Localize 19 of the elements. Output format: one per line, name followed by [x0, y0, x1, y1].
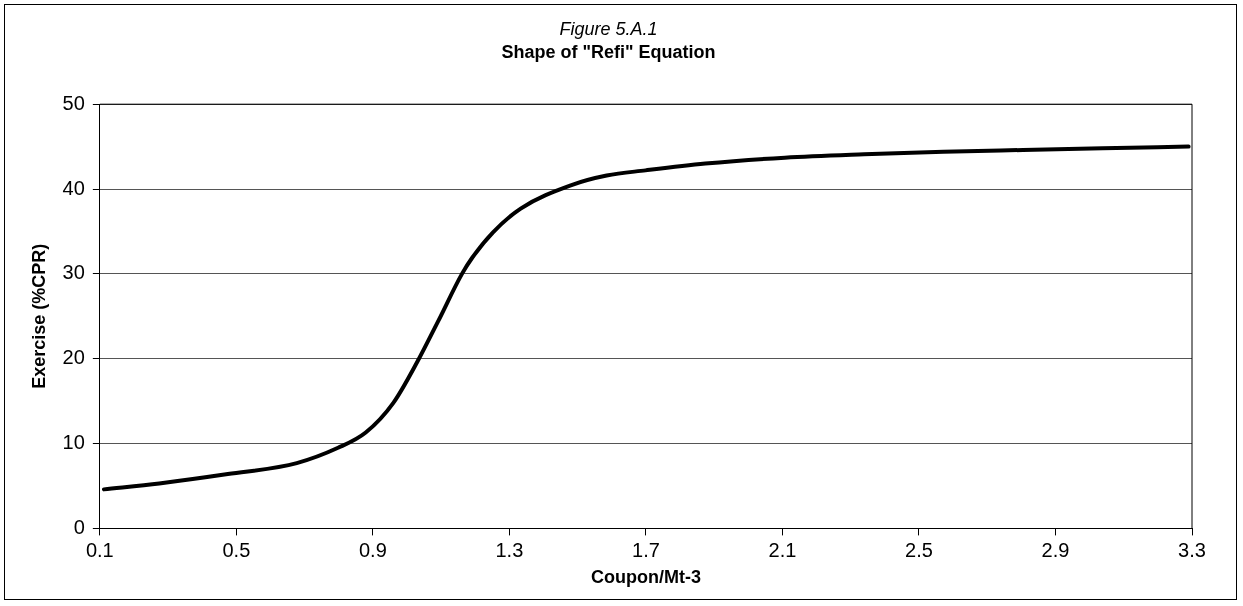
x-tick-label: 0.9: [358, 538, 387, 561]
x-tick-label: 1.3: [495, 538, 524, 561]
chart-title: Figure 5.A.1: [559, 18, 658, 39]
x-tick-label: 1.7: [632, 538, 660, 561]
x-axis-title: Coupon/Mt-3: [590, 567, 701, 588]
y-tick-label: 20: [62, 346, 85, 369]
y-tick-label: 30: [62, 261, 85, 284]
x-tick-label: 0.5: [222, 538, 251, 561]
x-tick-label: 2.1: [768, 538, 797, 561]
y-tick-label: 0: [73, 515, 85, 538]
y-tick-label: 40: [62, 176, 85, 199]
chart-subtitle: Shape of "Refi" Equation: [501, 42, 716, 63]
x-tick-label: 0.1: [85, 538, 114, 561]
y-tick-label: 50: [62, 91, 85, 114]
x-tick-label: 2.5: [905, 538, 933, 561]
y-axis-title: Exercise (%CPR): [28, 243, 49, 389]
y-tick-label: 10: [62, 431, 85, 454]
x-tick-label: 3.3: [1178, 538, 1206, 561]
x-tick-label: 2.9: [1041, 538, 1070, 561]
